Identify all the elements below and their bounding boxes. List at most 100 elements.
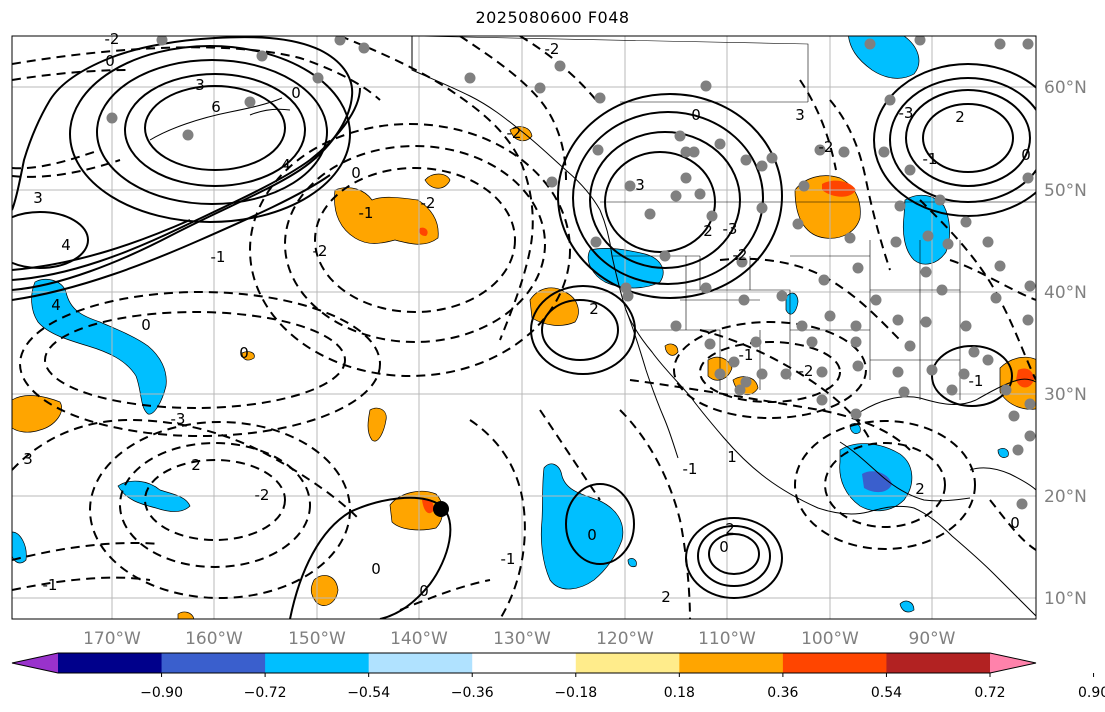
gridlines [12,36,1036,619]
colorbar-segment [265,653,370,673]
colorbar-tick-label: −0.36 [451,685,494,701]
colorbar-segment [575,653,680,673]
contour-label: -3 [723,220,738,238]
contour-label: 0 [105,52,115,70]
colorbar-segment [161,653,266,673]
contour-label: -1 [501,550,516,568]
station-dots [106,36,1036,510]
contour-label: 0 [1021,146,1031,164]
contour-label: 6 [211,98,221,116]
colorbar-extend-low [12,653,58,673]
colorbar-outline [11,652,1037,674]
contour-label: 2 [661,588,671,606]
contour-label: 3 [195,76,205,94]
contour-label: 4 [61,236,71,254]
lon-label: 160°W [185,629,243,649]
contour-label: 0 [691,106,701,124]
contour-label: 0 [1010,514,1020,532]
lon-label: 90°W [909,629,956,649]
lat-label: 20°N [1044,487,1087,507]
contour-label: 0 [291,84,301,102]
colorbar-segment [886,653,991,673]
contour-label: -3 [899,104,914,122]
lon-label: 120°W [596,629,654,649]
dashed-contours [12,36,1036,619]
positive-anomaly-shading [12,126,1036,619]
contour-label: -2 [313,242,328,260]
contour-label: -1 [683,460,698,478]
contour-label: -2 [545,40,560,58]
plot-frame [11,35,1037,620]
contour-label: 2 [703,222,713,240]
colorbar-tick-label: 0.36 [767,685,798,701]
contour-label: -1 [359,204,374,222]
contour-label: 0 [141,316,151,334]
lon-label: 140°W [390,629,448,649]
lat-label: 10°N [1044,589,1087,609]
colorbar-segment [472,653,577,673]
strong-negative-anomaly-shading [862,471,892,493]
lat-label: 40°N [1044,283,1087,303]
contour-label: -3 [171,410,186,428]
lon-label: 130°W [493,629,551,649]
contour-label: 2 [915,480,925,498]
contour-label: 2 [725,520,735,538]
contour-label: 3 [23,450,33,468]
contour-label: 3 [33,189,43,207]
contour-label: -2 [733,246,748,264]
contour-label: -1 [211,248,226,266]
solid-contours [12,36,1036,619]
contour-label: 1 [727,448,737,466]
colorbar-labels: −0.90 −0.72 −0.54 −0.36 −0.18 0.18 0.36 0.54 0.7… [140,673,1105,701]
contour-label: -2 [799,362,814,380]
contour-label: -2 [255,486,270,504]
colorbar-tick-label: −0.18 [554,685,597,701]
contour-label: 0 [419,582,429,600]
colorbar-segment [58,653,163,673]
contour-label: -2 [819,138,834,156]
colorbar-tick-label: −0.54 [347,685,390,701]
contour-label: 0 [719,538,729,556]
contour-label: 0 [239,344,249,362]
negative-anomaly-shading [12,36,1009,613]
contour-label: -2 [421,194,436,212]
contour-label: -1 [43,576,58,594]
colorbar-tick-label: −0.72 [244,685,287,701]
contour-label: 0 [587,526,597,544]
longitude-labels: 170°W 160°W 150°W 140°W 130°W 120°W 110°… [83,629,956,649]
colorbar-segment [368,653,473,673]
lat-label: 50°N [1044,181,1087,201]
contour-label: 2 [589,300,599,318]
lon-label: 100°W [801,629,859,649]
lat-label: 60°N [1044,78,1087,98]
contour-label: 2 [191,456,201,474]
colorbar [11,652,1037,674]
contour-label: 3 [635,176,645,194]
lon-label: 150°W [288,629,346,649]
colorbar-segment [679,653,784,673]
colorbar-extend-high [990,653,1036,673]
lat-label: 30°N [1044,385,1087,405]
contour-label: -2 [507,124,522,142]
colorbar-tick-label: 0.72 [974,685,1005,701]
map-title: 2025080600 F048 [475,8,630,27]
contour-label: -1 [739,346,754,364]
lon-label: 110°W [698,629,756,649]
contour-label: 2 [955,108,965,126]
latitude-labels: 60°N 50°N 40°N 30°N 20°N 10°N [1044,78,1087,609]
colorbar-tick-label: 0.90 [1078,685,1105,701]
contour-label: 0 [351,164,361,182]
contour-label: 3 [795,106,805,124]
lon-label: 170°W [83,629,141,649]
colorbar-segment [782,653,887,673]
contour-label: 0 [371,560,381,578]
contour-label: 4 [281,156,291,174]
colorbar-tick-label: 0.18 [664,685,695,701]
contour-label: -1 [969,372,984,390]
state-borders [411,36,1036,400]
storm-center-marker [433,501,449,517]
colorbar-tick-label: −0.90 [140,685,183,701]
colorbar-tick-label: 0.54 [871,685,902,701]
